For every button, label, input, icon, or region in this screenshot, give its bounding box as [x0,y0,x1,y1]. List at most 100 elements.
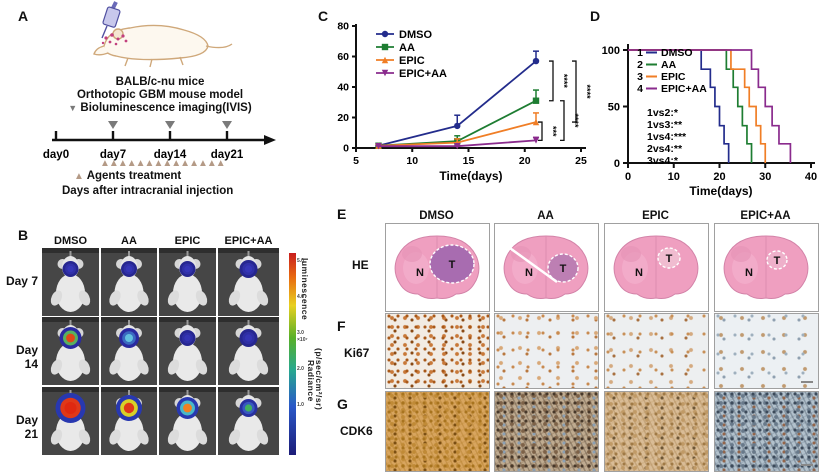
mouse-paw [256,290,269,306]
panel-b-column-header: AA [121,235,137,247]
treatment-day-triangle-icon: ▲ [108,158,119,169]
mouse-image-cell [159,387,216,455]
imaging-day-triangle-icon [108,121,118,129]
mouse-bioluminescence-image [218,248,279,316]
data-point-marker [375,142,382,150]
ki67-image-box [494,313,599,389]
colorbar-tick-label: 3.0 [297,330,304,336]
mouse-paw [195,290,208,306]
luminescence-blob-core [123,402,135,414]
mouse-body [234,274,263,312]
colorbar-tick-label: 4.0 [297,294,304,300]
tumor-region [429,244,475,284]
x-tick-label: 25 [575,155,587,167]
legend-label: EPIC [661,71,686,83]
x-axis-label: Time(days) [439,169,502,183]
mouse-paw [109,429,121,445]
luminescence-blob-core [64,402,77,414]
mouse-bioluminescence-image [42,317,99,385]
panel-e-letter: E [337,206,347,222]
mouse-body [114,343,144,381]
cell-top-bar [218,387,279,392]
colorbar-luminescence-label: luminescence [300,258,310,321]
legend-label: DMSO [661,47,693,59]
luminescence-blob-core [125,265,133,273]
mouse-body [173,274,202,312]
mouse-illustration [93,24,233,68]
data-point-marker [381,56,389,64]
y-tick-label: 60 [337,51,349,63]
panel-e-column-header: EPIC+AA [740,210,791,222]
luminescence-blob-core [244,265,253,273]
mouse-paw [167,429,180,445]
data-point-marker [381,69,389,77]
tumor-region [547,253,579,283]
mouse-bioluminescence-image [101,317,157,385]
survival-curve [628,49,792,163]
y-tick-label: 0 [343,143,349,155]
significance-stars: *** [548,126,558,137]
panel-f-letter: F [337,318,346,334]
legend-number: 1 [637,47,643,59]
mouse-paw [195,359,208,375]
ki67-image-box [385,313,490,389]
cdk6-image-box [604,391,709,472]
mouse-image-cell [101,248,157,316]
significance-stars: **** [559,74,569,89]
cell-top-bar [218,248,279,253]
mouse-bioluminescence-image [42,387,99,455]
x-tick-label: 30 [759,171,771,183]
he-brain-section-image: NT [613,235,699,299]
scale-bar [801,464,813,466]
stat-comparison: 1vs2:* [647,107,679,119]
mouse-image-cell [159,317,216,385]
mouse-body [114,274,144,312]
luminescence-blob-core [244,404,253,412]
stat-comparison: 1vs3:** [647,119,683,131]
legend-label: EPIC+AA [399,68,447,80]
brain-texture [402,246,422,262]
mouse-image-cell [101,387,157,455]
tumor-label: T [774,255,781,267]
luminescence-colorbar [289,253,296,455]
mouse-paw [167,359,180,375]
stat-comparison: 3vs4:* [647,155,679,167]
panel-e-column-header: AA [537,210,554,222]
luminescence-blob-core [125,334,133,342]
mouse-body [56,413,85,451]
model-line-2: Orthotopic GBM mouse model [76,89,244,101]
legend-number: 2 [637,59,643,71]
legend-label: AA [399,42,415,54]
cell-top-bar [101,317,157,322]
stat-comparison: 2vs4:** [647,143,683,155]
mouse-image-cell [218,387,279,455]
x-tick-label: 0 [625,171,631,183]
mouse-paw [109,290,121,306]
luminescence-blob-core [184,265,191,273]
stat-comparison: 1vs4:*** [647,131,687,143]
colorbar-radiance-label: Radiance [306,360,316,402]
mouse-paw [50,290,63,306]
data-point-marker [454,142,461,150]
mouse-body [234,413,263,451]
imaging-triangle-icon: ▼ [68,103,78,113]
imaging-day-triangle-icon [165,121,175,129]
treatment-day-triangle-icon: ▲ [189,158,199,169]
timeline-day-label: day7 [100,149,126,161]
x-tick-label: 5 [353,155,359,167]
treatment-triangle-icon: ▲ [74,171,84,182]
treatment-day-triangle-icon: ▲ [180,158,190,169]
mouse-paw [256,359,269,375]
mouse-paw [78,290,91,306]
tumor-region [766,250,788,270]
cell-top-bar [159,387,216,392]
y-tick-label: 100 [602,45,620,57]
mouse-image-cell [218,248,279,316]
timeline-arrowhead-icon [264,135,276,145]
section-crack [506,244,558,284]
luminescence-blob-core [183,403,192,413]
colorbar-tick-label: 1.0 [297,402,304,408]
